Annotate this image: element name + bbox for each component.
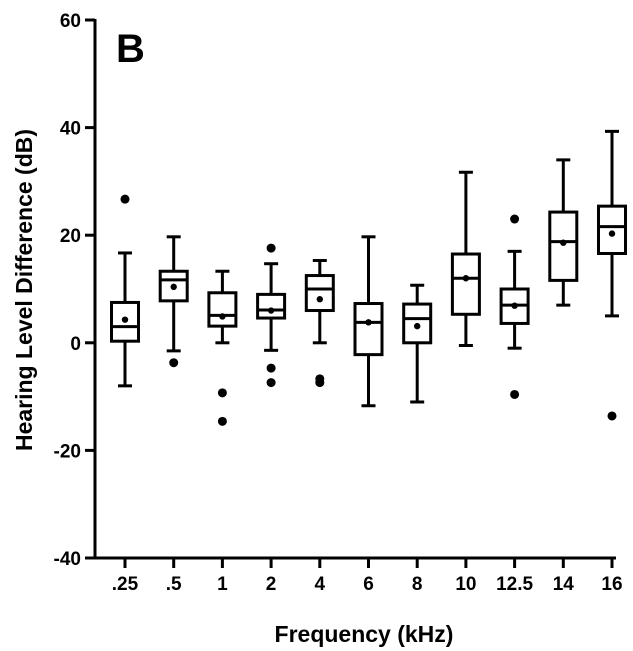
iqr-box [304, 274, 335, 313]
y-tick-label: 20 [60, 226, 81, 247]
outlier-point [120, 194, 130, 204]
mean-marker [560, 239, 567, 246]
outlier-point [510, 389, 520, 399]
x-tick-label: 1 [217, 574, 228, 595]
axes: -40 -20 0 20 40 60 .25 .5 1 2 4 6 8 10 12.5 14 16 [54, 11, 623, 595]
box-group [499, 214, 530, 399]
box-group [548, 158, 579, 307]
box-group [207, 269, 238, 426]
box-group [256, 243, 287, 388]
outlier-point [266, 363, 276, 373]
y-tick-label: 60 [60, 11, 81, 32]
outlier-point [607, 411, 617, 421]
mean-marker [267, 307, 275, 314]
box-group [353, 235, 384, 408]
x-tick-label: 10 [455, 574, 476, 595]
x-tick-label: 8 [412, 574, 423, 595]
iqr-box [402, 302, 433, 345]
iqr-box [207, 291, 238, 328]
box-group [450, 170, 481, 347]
x-tick-label: .25 [112, 574, 139, 595]
x-tick-label: 14 [553, 574, 575, 595]
mean-marker [219, 313, 226, 320]
iqr-box [548, 210, 579, 282]
iqr-box [256, 292, 287, 320]
plot-area [110, 129, 627, 426]
y-tick-label: 0 [70, 334, 81, 355]
outlier-point [266, 378, 276, 388]
y-tick-label: -40 [54, 549, 81, 570]
iqr-box [597, 204, 627, 255]
x-tick-label: 2 [266, 574, 277, 595]
outlier-point [169, 358, 179, 368]
box-group [304, 258, 335, 388]
mean-marker [170, 283, 177, 291]
x-tick-label: 4 [315, 574, 326, 595]
outlier-point [315, 374, 325, 384]
outlier-point [510, 214, 520, 224]
box-group [110, 194, 140, 388]
box-group [402, 283, 433, 404]
y-tick-label: -20 [54, 441, 81, 462]
mean-marker [414, 322, 421, 330]
box-group [158, 235, 189, 368]
mean-marker [511, 302, 518, 309]
iqr-box [353, 302, 384, 357]
box-group [597, 129, 627, 421]
x-tick-label: 6 [363, 574, 374, 595]
mean-marker [316, 296, 323, 303]
outlier-point [266, 243, 276, 253]
mean-marker [365, 319, 372, 326]
outlier-point [217, 388, 227, 398]
x-tick-label: 12.5 [496, 574, 533, 595]
x-tick-label: .5 [166, 574, 182, 595]
mean-marker [462, 275, 470, 282]
panel-label: B [116, 27, 145, 71]
y-tick-label: 40 [60, 119, 81, 140]
x-tick-label: 16 [601, 574, 622, 595]
mean-marker [608, 230, 616, 237]
outlier-point [217, 416, 227, 426]
mean-marker [121, 316, 129, 323]
iqr-box [450, 252, 481, 316]
x-axis-title: Frequency (kHz) [275, 621, 454, 647]
y-axis-title: Hearing Level Difference (dB) [11, 129, 37, 451]
